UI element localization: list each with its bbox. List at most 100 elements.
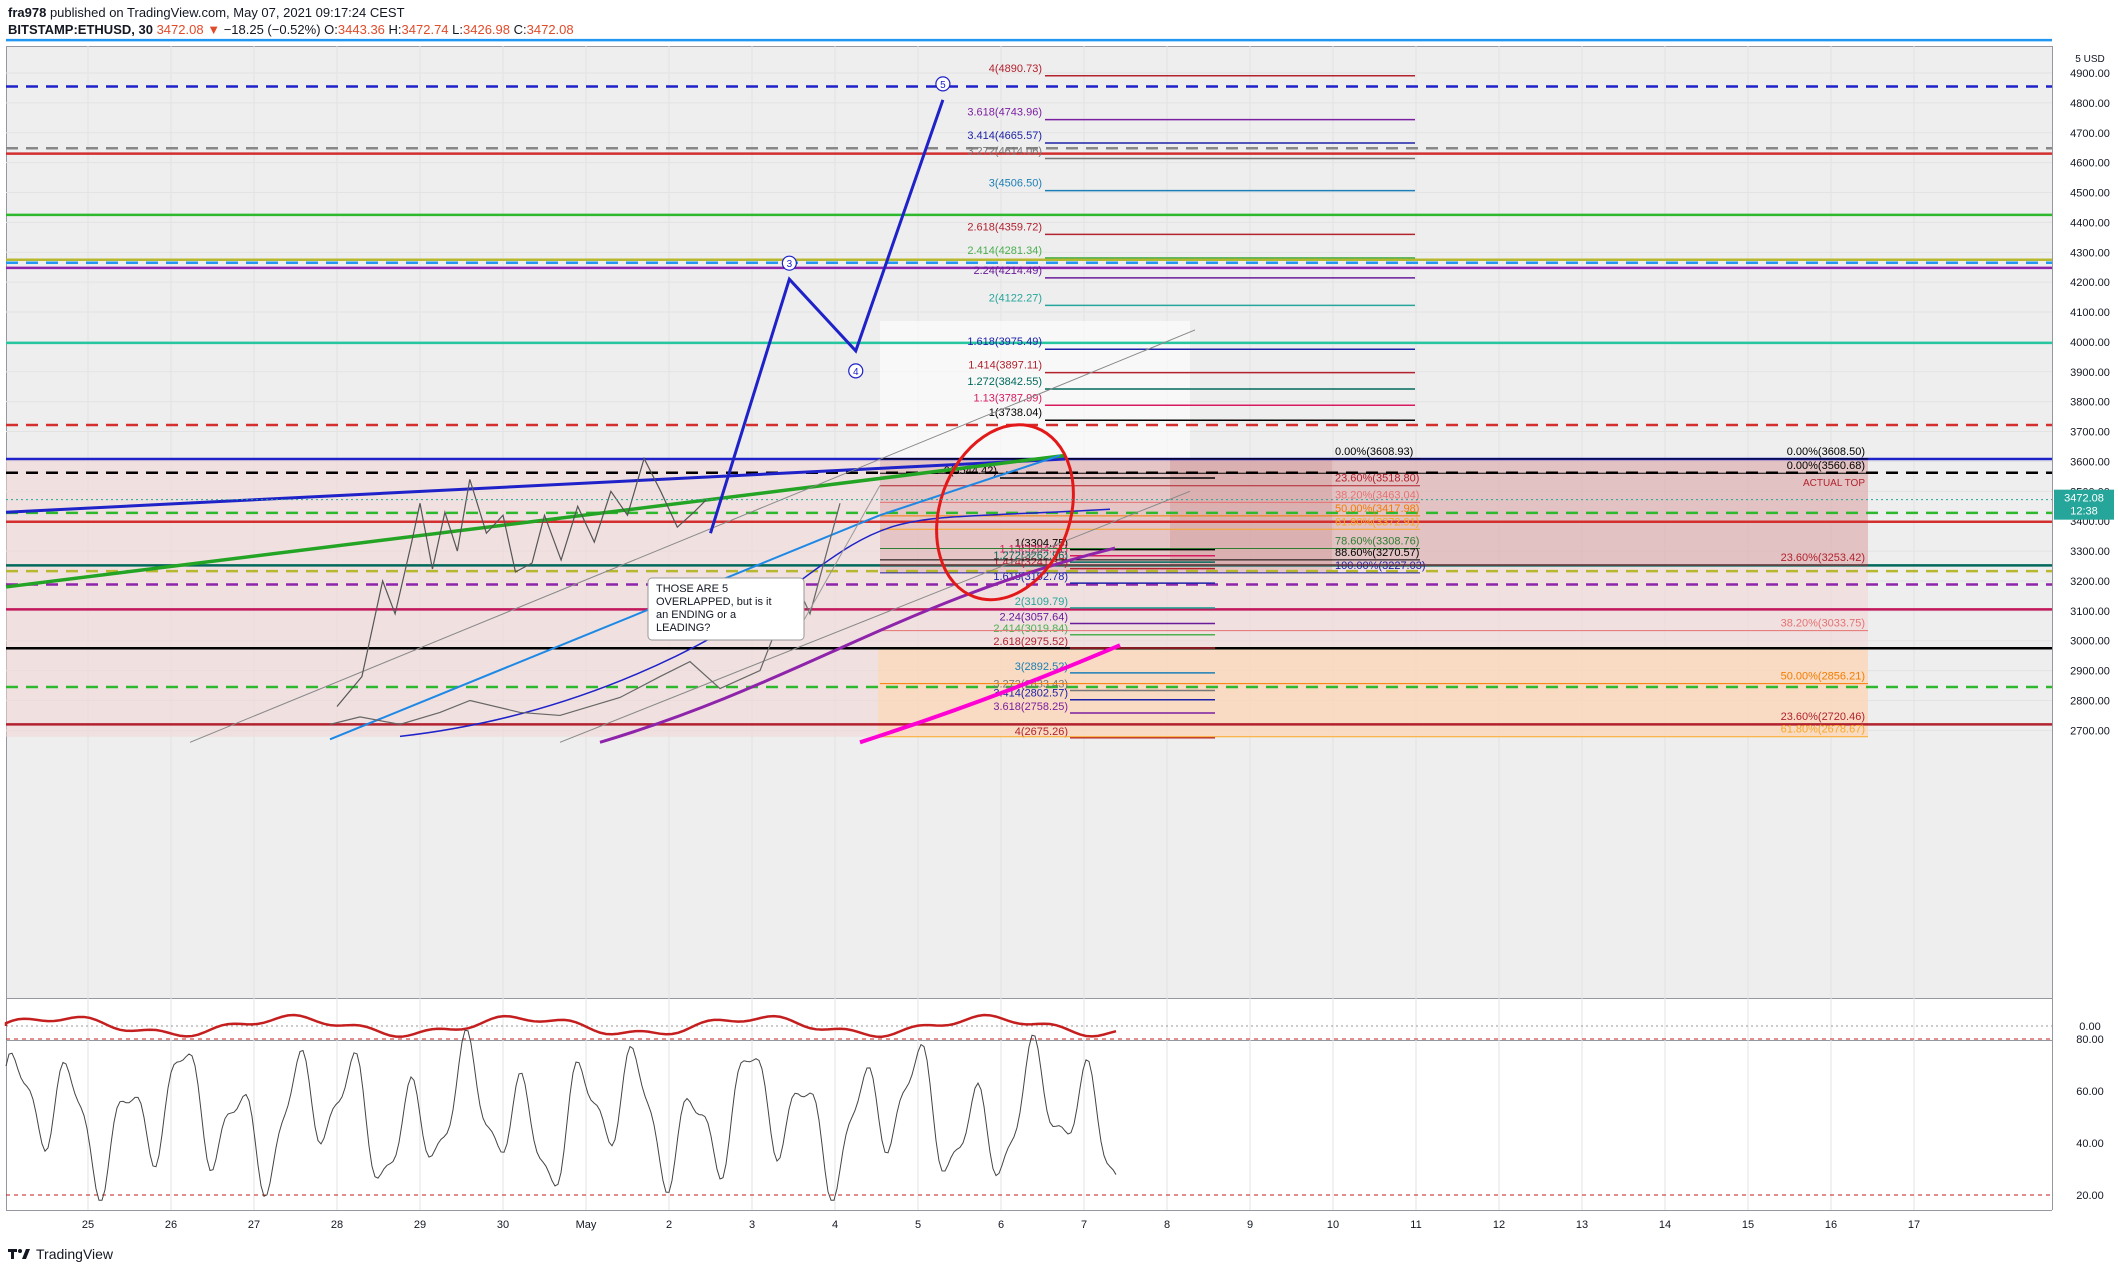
fib-level-label: 2.618(2975.52) [993, 636, 1068, 648]
price-tick-label: 4400.00 [2070, 217, 2110, 229]
retracement-label: 78.60%(3308.76) [1335, 535, 1419, 547]
price-tick-label: 3100.00 [2070, 606, 2110, 618]
wave-marker [781, 255, 797, 271]
publish-text: published on TradingView.com, May 07, 20… [49, 5, 405, 20]
fib-level-label: 4(2675.26) [1015, 726, 1068, 738]
wave-marker-label: 5 [940, 80, 946, 91]
light-blue-line-2 [879, 454, 1061, 517]
price-tick-label: 3600.00 [2070, 456, 2110, 468]
fib-level-label: 3.272(4614.06) [967, 145, 1042, 157]
fib-level-label: 1.414(3897.11) [968, 360, 1042, 372]
fib-level-label: 3(2892.52) [1015, 661, 1068, 673]
fib-level-label: 1.272(3842.55) [967, 376, 1042, 388]
callout-box [647, 577, 805, 641]
time-tick-label: 17 [1908, 1219, 1920, 1231]
macd-pane [4, 1013, 2052, 1038]
countdown-label: 12:38 [2070, 506, 2098, 518]
fib-level-label: 2.24(3057.64) [1000, 611, 1069, 623]
tradingview-logo-icon [8, 1249, 30, 1259]
price-change: −18.25 (−0.52%) [223, 22, 321, 37]
price-line [336, 456, 707, 707]
time-tick-label: 7 [1081, 1219, 1087, 1231]
wave-marker-label: 4 [853, 367, 859, 378]
time-tick-label: 6 [998, 1219, 1004, 1231]
time-tick-label: 8 [1164, 1219, 1170, 1231]
time-tick-label: 27 [248, 1219, 260, 1231]
open-label: O: [324, 22, 338, 37]
fib-level-label: 2.414(3019.84) [993, 623, 1068, 635]
time-tick-label: May [576, 1219, 597, 1231]
price-tick-label: 4200.00 [2070, 277, 2110, 289]
rsi-axis-label: 40.00 [2076, 1138, 2104, 1150]
retracement-label: 23.60%(3253.42) [1781, 552, 1865, 564]
open-value: 3443.36 [337, 22, 385, 37]
retracement-label: 50.00%(2856.21) [1781, 671, 1865, 683]
high-value: 3472.74 [401, 22, 449, 37]
fib-level-label: 1(3304.75) [1015, 538, 1068, 550]
actual-top-label: ACTUAL TOP [1803, 478, 1865, 489]
close-label: C: [513, 22, 527, 37]
fib-level-label: 2.24(4214.49) [974, 265, 1043, 277]
macd-signal-line [4, 1013, 1117, 1038]
time-tick-label: 15 [1742, 1219, 1754, 1231]
time-tick-label: 30 [497, 1219, 509, 1231]
price-tick-label: 4700.00 [2070, 128, 2110, 140]
retracement-label: 38.20%(3033.75) [1781, 618, 1865, 630]
currency-label: 5 USD [2075, 54, 2104, 65]
publish-info: fra978 published on TradingView.com, May… [8, 5, 405, 20]
price-tick-label: 4300.00 [2070, 247, 2110, 259]
blue-trendline [5, 457, 1066, 514]
retracement-label: 100.00%(3227.03) [1335, 560, 1426, 572]
retracement-label: 38.20%(3463.04) [1335, 489, 1419, 501]
rsi-line [5, 1029, 1117, 1201]
fib-level-label: 1.618(3192.78) [993, 571, 1068, 583]
low-label: L: [452, 22, 463, 37]
retracement-label: 0.00%(3608.50) [1787, 446, 1865, 458]
fib-level-label: 3(4506.50) [989, 178, 1042, 190]
time-tick-label: 25 [82, 1219, 94, 1231]
callout-text: THOSE ARE 5 OVERLAPPED, but is it an ENDIN… [656, 583, 772, 634]
time-tick-label: 10 [1327, 1219, 1339, 1231]
symbol-label[interactable]: BITSTAMP:ETHUSD, 30 [8, 22, 153, 37]
price-tick-label: 2800.00 [2070, 695, 2110, 707]
annotations: THOSE ARE 5 OVERLAPPED, but is it an ENDIN… [647, 485, 881, 641]
time-tick-label: 26 [165, 1219, 177, 1231]
last-price-tag [2054, 489, 2114, 520]
price-tick-label: 3200.00 [2070, 576, 2110, 588]
purple-ma [599, 546, 1116, 744]
wave-marker-label: 3 [787, 259, 793, 270]
wave-marker [935, 76, 951, 92]
tradingview-footer[interactable]: TradingView [8, 1246, 113, 1262]
author-name[interactable]: fra978 [8, 5, 47, 20]
time-axis[interactable]: 25 26 27 28 29 30 May 2 3 4 5 6 7 8 9 10 11 12 13 14 15 16 17 [82, 1219, 1920, 1231]
fib-level-label: 1(3738.04) [989, 407, 1042, 419]
rsi-axis-label: 20.00 [2076, 1190, 2104, 1202]
fib-level-label: 1.618(3975.49) [967, 336, 1042, 348]
time-tick-label: 16 [1825, 1219, 1837, 1231]
time-tick-label: 4 [832, 1219, 838, 1231]
retracement-label: 0.00%(3560.68) [1787, 460, 1865, 472]
price-tick-label: 4600.00 [2070, 158, 2110, 170]
price-axis[interactable]: 4900.00 4800.00 4700.00 4600.00 4500.00 4400.… [2054, 54, 2114, 1202]
last-price: 3472.08 [156, 22, 204, 37]
low-value: 3426.98 [463, 22, 510, 37]
trend-lines [5, 329, 1196, 745]
close-value: 3472.08 [526, 22, 574, 37]
fib-level-label: 2(4122.27) [989, 292, 1042, 304]
price-tick-label: 4000.00 [2070, 337, 2110, 349]
fib-level-label: 2.618(4359.72) [967, 221, 1042, 233]
channel-upper [189, 329, 1196, 743]
magenta-ma [859, 643, 1121, 745]
fib-level-label: 4(4890.73) [989, 63, 1042, 75]
price-tick-label: 4500.00 [2070, 188, 2110, 200]
retracement-label: 23.60%(3518.80) [1335, 473, 1419, 485]
symbol-info: BITSTAMP:ETHUSD, 30 3472.08 ▼ −18.25 (−0… [8, 22, 574, 37]
high-label: H: [388, 22, 402, 37]
retracement-label: 23.60%(2720.46) [1781, 711, 1865, 723]
last-price-tag-label: 3472.08 [2064, 493, 2104, 505]
retracement-label: 88.60%(3270.57) [1335, 547, 1419, 559]
time-tick-label: 9 [1247, 1219, 1253, 1231]
time-tick-label: 14 [1659, 1219, 1671, 1231]
price-tick-label: 2900.00 [2070, 666, 2110, 678]
